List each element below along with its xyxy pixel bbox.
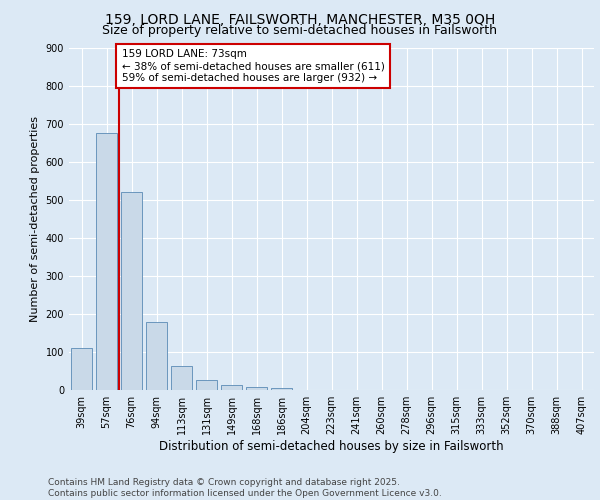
Bar [171,366,192,390]
Bar [196,380,217,390]
Text: 159, LORD LANE, FAILSWORTH, MANCHESTER, M35 0QH: 159, LORD LANE, FAILSWORTH, MANCHESTER, … [105,12,495,26]
Bar [146,322,167,390]
Bar [271,388,292,390]
X-axis label: Distribution of semi-detached houses by size in Failsworth: Distribution of semi-detached houses by … [159,440,504,453]
Text: 159 LORD LANE: 73sqm
← 38% of semi-detached houses are smaller (611)
59% of semi: 159 LORD LANE: 73sqm ← 38% of semi-detac… [121,50,385,82]
Bar [221,386,242,390]
Text: Contains HM Land Registry data © Crown copyright and database right 2025.
Contai: Contains HM Land Registry data © Crown c… [48,478,442,498]
Bar [71,348,92,390]
Text: Size of property relative to semi-detached houses in Failsworth: Size of property relative to semi-detach… [103,24,497,37]
Bar [246,388,267,390]
Y-axis label: Number of semi-detached properties: Number of semi-detached properties [30,116,40,322]
Bar [121,192,142,390]
Bar [96,133,117,390]
